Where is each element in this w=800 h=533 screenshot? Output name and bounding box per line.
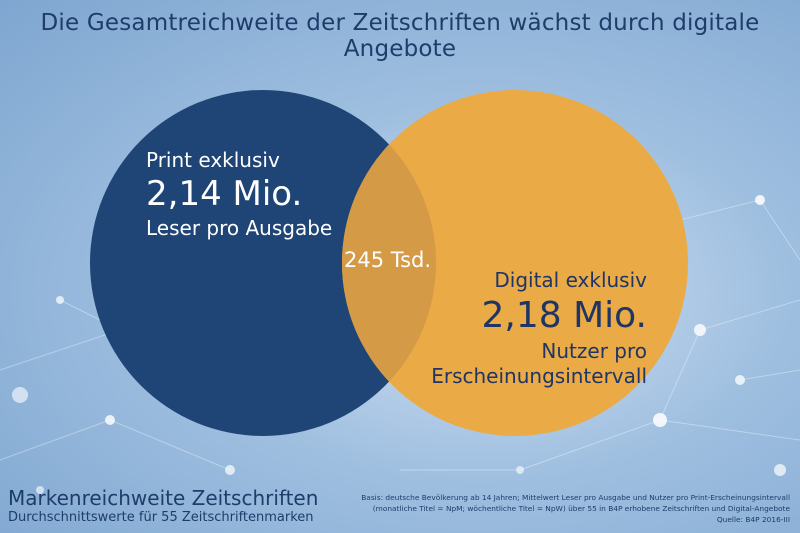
print-circle xyxy=(90,90,436,436)
digital-value: 2,18 Mio. xyxy=(481,295,648,336)
digital-unit-line1: Nutzer pro xyxy=(541,339,647,363)
overlap-value: 245 Tsd. xyxy=(344,248,432,272)
print-label: Print exklusiv xyxy=(146,148,280,172)
digital-label: Digital exklusiv xyxy=(494,268,647,292)
note-line-2: (monatliche Titel = NpM; wöchentliche Ti… xyxy=(372,504,790,513)
source-note: Basis: deutsche Bevölkerung ab 14 Jahren… xyxy=(361,492,790,525)
print-exclusive-group: Print exklusiv 2,14 Mio. Leser pro Ausga… xyxy=(146,148,332,240)
footer-subtitle: Durchschnittswerte für 55 Zeitschriftenm… xyxy=(8,510,314,525)
digital-unit-line2: Erscheinungsintervall xyxy=(431,364,647,388)
note-line-1: Basis: deutsche Bevölkerung ab 14 Jahren… xyxy=(361,493,790,502)
footer-title: Markenreichweite Zeitschriften xyxy=(8,486,319,510)
page-title: Die Gesamtreichweite der Zeitschriften w… xyxy=(40,10,760,62)
note-line-3: Quelle: B4P 2016-III xyxy=(716,515,790,524)
digital-circle xyxy=(342,90,688,436)
print-value: 2,14 Mio. xyxy=(146,174,303,214)
print-unit: Leser pro Ausgabe xyxy=(146,216,333,240)
digital-exclusive-group: Digital exklusiv 2,18 Mio. Nutzer pro Er… xyxy=(431,268,647,389)
